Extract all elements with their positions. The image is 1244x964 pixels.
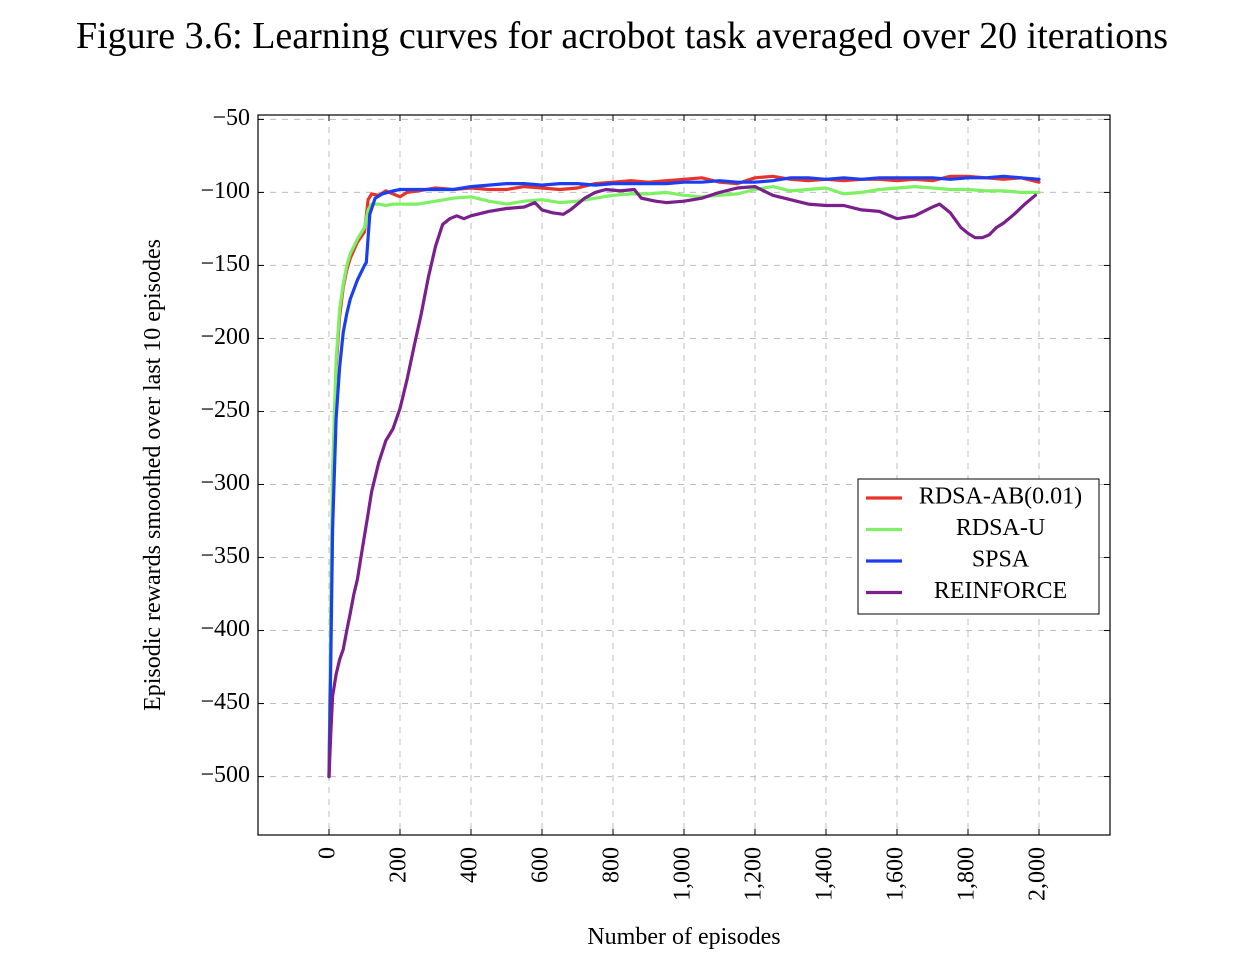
figure-caption: Figure 3.6: Learning curves for acrobot … [75,15,1169,57]
x-tick-label: 200 [386,847,412,883]
y-axis-label: Episodic rewards smoothed over last 10 e… [140,239,166,711]
x-tick-label: 2,000 [1025,847,1051,901]
legend-label-rdsa-ab-0-01: RDSA-AB(0.01) [919,484,1082,510]
x-tick-label: 1,800 [954,847,980,901]
series-line-spsa [327,174,1041,779]
y-tick-label: −200 [200,324,250,350]
x-tick-label: 600 [528,847,554,883]
tick-layer: 0 200 400 600 800 1,000 1,200 1,400 1,600 1,800 2,… [200,105,1110,901]
x-tick-label: 400 [457,847,483,883]
y-tick-label: −100 [200,178,250,204]
legend-label-reinforce: REINFORCE [934,578,1067,604]
x-tick-label: 1,200 [741,847,767,901]
legend-label-spsa: SPSA [972,547,1030,573]
y-tick-label: −150 [200,251,250,277]
legend: RDSA-AB(0.01) RDSA-U SPSA REINFORCE [857,478,1100,615]
series-line-rdsa-ab-0-01 [327,174,1041,779]
y-tick-label: −50 [212,105,250,131]
x-tick-label: 800 [599,847,625,883]
series-line-reinforce [327,185,1038,779]
series-line-rdsa-u [327,185,1041,779]
legend-label-rdsa-u: RDSA-U [956,515,1045,541]
x-tick-label: 1,400 [812,847,838,901]
x-tick-label: 1,000 [670,847,696,901]
y-tick-label: −400 [200,616,250,642]
y-tick-label: −500 [200,762,250,788]
y-tick-label: −350 [200,543,250,569]
x-axis-label: Number of episodes [587,924,780,950]
y-tick-label: −450 [200,689,250,715]
y-tick-label: −300 [200,470,250,496]
x-tick-label: 0 [315,847,341,859]
y-tick-label: −250 [200,397,250,423]
x-tick-label: 1,600 [883,847,909,901]
series-layer [327,174,1041,779]
grid-layer [258,115,1110,835]
